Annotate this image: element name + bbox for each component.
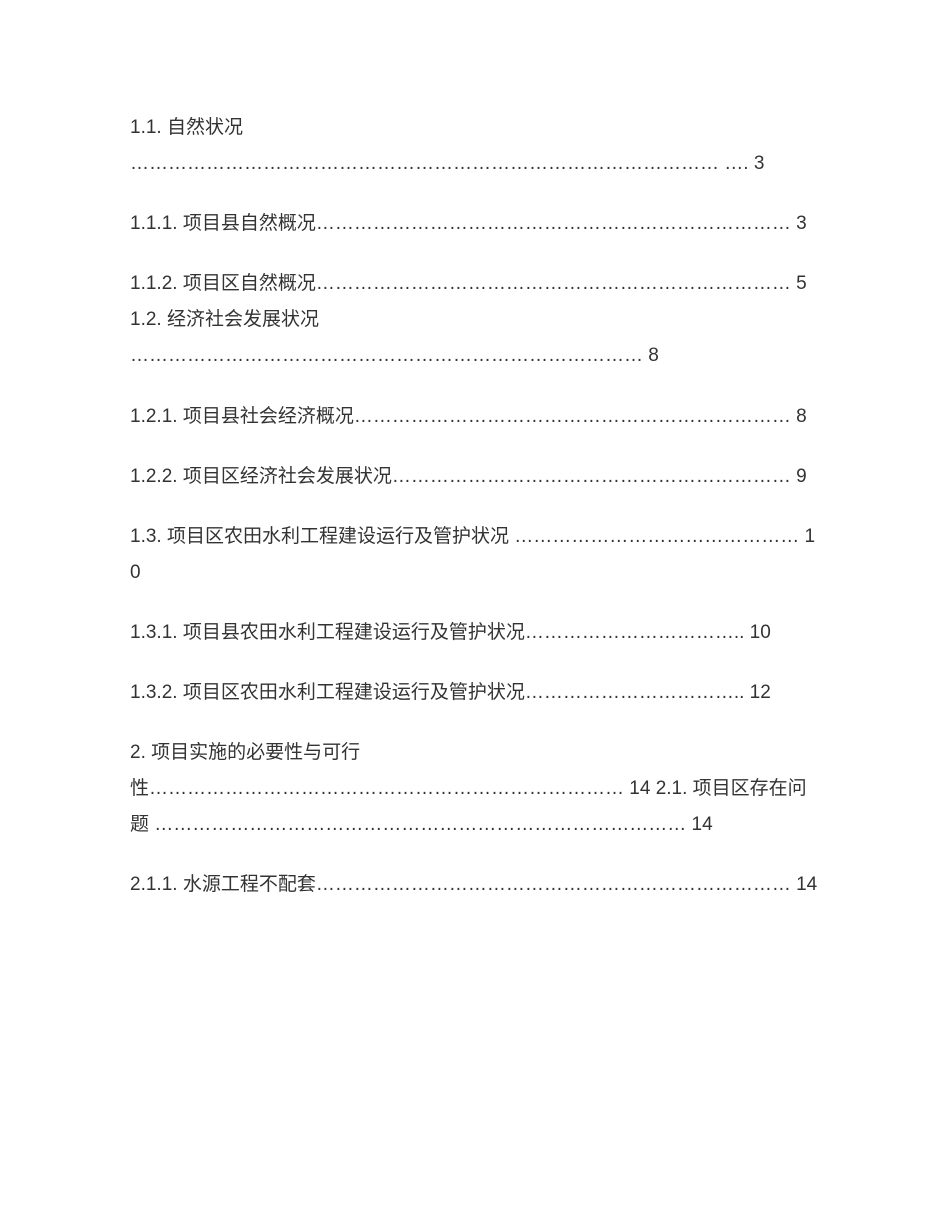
toc-entry: 2.1.1. 水源工程不配套………………………………………………………………… … [130,867,820,903]
toc-entry: 1.1.1. 项目县自然概况………………………………………………………………… … [130,206,820,242]
toc-entry: 1.2.2. 项目区经济社会发展状况……………………………………………………… … [130,459,820,495]
toc-entry: 1.2.1. 项目县社会经济概况…………………………………………………………… … [130,399,820,435]
toc-entry: 1.3. 项目区农田水利工程建设运行及管护状况 ……………………………………… … [130,519,820,591]
toc-container: 1.1. 自然状况 ………………………………………………………………………………… [130,110,820,904]
toc-entry: 1.3.2. 项目区农田水利工程建设运行及管护状况…………………………….. 1… [130,675,820,711]
toc-entry: 1.1. 自然状况 ………………………………………………………………………………… [130,110,820,182]
toc-entry: 1.1.2. 项目区自然概况………………………………………………………………… … [130,266,820,374]
toc-entry: 1.3.1. 项目县农田水利工程建设运行及管护状况…………………………….. 1… [130,615,820,651]
toc-entry: 2. 项目实施的必要性与可行性…………………………………………………………………… [130,735,820,843]
